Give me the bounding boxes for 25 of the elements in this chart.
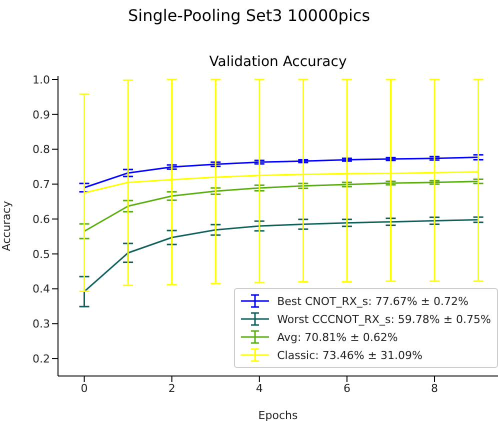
y-tick-label: 0.7 (32, 178, 50, 192)
legend-label: Classic: 73.46% ± 31.09% (277, 348, 422, 362)
y-tick-label: 0.5 (32, 248, 50, 261)
x-tick-label: 2 (168, 382, 176, 395)
y-tick-label: 0.4 (32, 282, 50, 296)
y-tick-label: 0.9 (32, 108, 50, 122)
x-tick-label: 6 (343, 382, 350, 395)
y-tick-label: 0.8 (32, 143, 50, 156)
y-tick-label: 1.0 (32, 73, 50, 86)
x-tick-label: 0 (80, 382, 88, 395)
x-tick-label: 8 (431, 382, 438, 395)
legend-label: Best CNOT_RX_s: 77.67% ± 0.72% (277, 294, 468, 308)
y-tick-label: 0.2 (32, 352, 50, 366)
legend-label: Avg: 70.81% ± 0.62% (277, 330, 398, 344)
legend-label: Worst CCCNOT_RX_s: 59.78% ± 0.75% (277, 312, 491, 326)
chart-title: Single-Pooling Set3 10000pics (126, 6, 372, 25)
y-axis-title: Accuracy (0, 200, 13, 252)
y-tick-label: 0.6 (32, 212, 50, 226)
x-tick-label: 4 (256, 382, 263, 395)
line-series (84, 218, 480, 292)
y-tick-label: 0.3 (32, 318, 50, 331)
line-series (84, 180, 480, 232)
line-series (84, 156, 480, 188)
chart-subtitle: Validation Accuracy (208, 54, 348, 70)
x-axis-title: Epochs (258, 409, 298, 421)
